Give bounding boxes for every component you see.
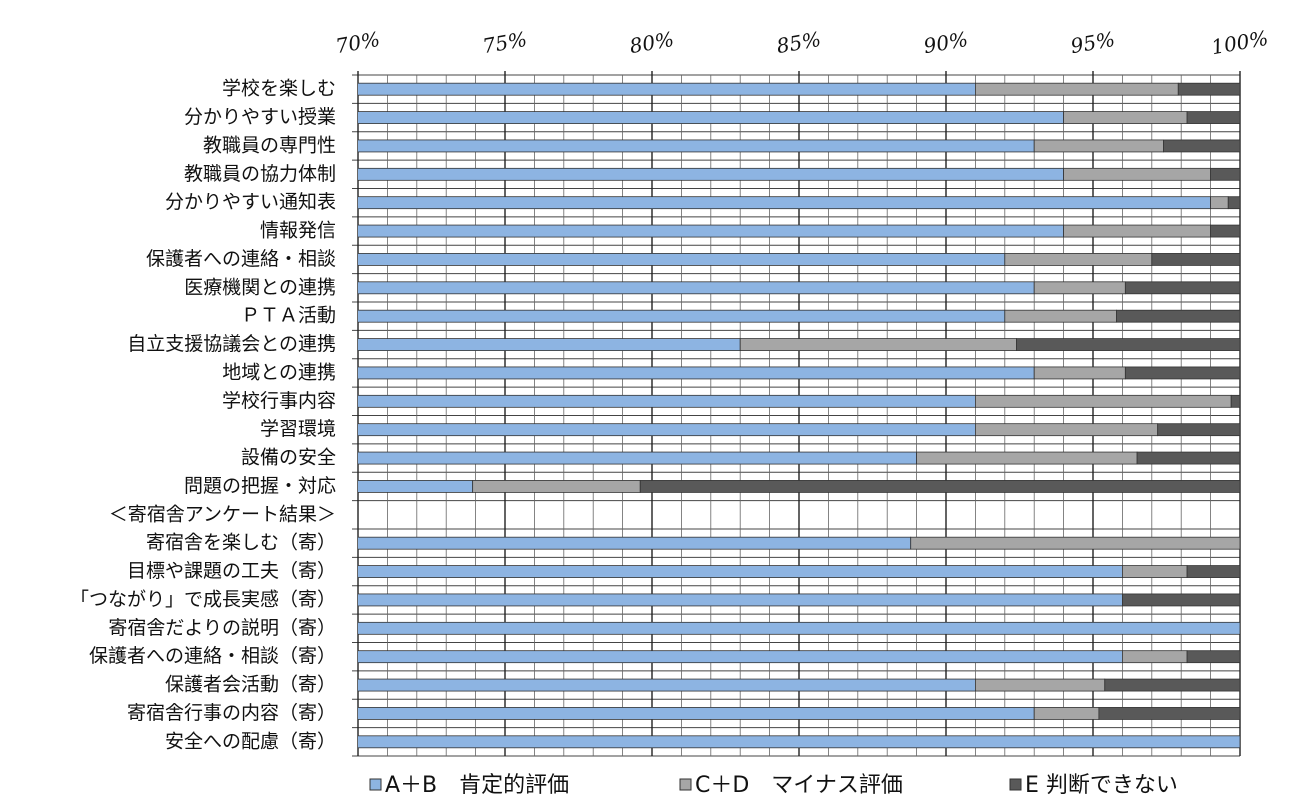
bar-segment (1104, 678, 1240, 692)
category-label: 「つながり」で成長実感（寄） (70, 588, 336, 610)
bar-segment (1230, 394, 1240, 408)
bar-segment (975, 82, 1179, 96)
bar-segment (1122, 593, 1240, 607)
bar-segment (358, 423, 976, 437)
x-tick-label: 100% (1209, 26, 1269, 60)
bar-segment (1122, 650, 1188, 664)
legend-label: E 判断できない (1025, 773, 1178, 798)
bar-segment (975, 394, 1232, 408)
category-label: 学校を楽しむ (222, 78, 336, 100)
x-tick-label: 75% (481, 27, 529, 58)
bar-segment (1186, 565, 1240, 578)
bar-segment (910, 536, 1240, 550)
bar-segment (1210, 167, 1240, 181)
category-label: 情報発信 (260, 220, 336, 242)
category-label: 寄宿舎を楽しむ（寄） (146, 532, 336, 554)
bar-segment (1063, 224, 1211, 238)
category-label: 学校行事内容 (222, 390, 336, 412)
legend-label: A＋B 肯定的評価 (385, 773, 569, 798)
legend-swatch (369, 778, 382, 791)
x-tick-label: 80% (628, 27, 676, 58)
bar-segment (358, 451, 918, 465)
bar-segment (975, 678, 1106, 692)
category-label: 寄宿舎行事の内容（寄） (127, 702, 336, 724)
bar-segment (975, 423, 1159, 437)
category-label: 目標や課題の工夫（寄） (127, 560, 336, 582)
bar-segment (358, 139, 1035, 153)
bar-segment (358, 338, 741, 351)
category-label: ＰＴＡ活動 (241, 305, 336, 327)
legend-swatch (1009, 778, 1022, 791)
bar-segment (1227, 196, 1240, 210)
bar-segment (1033, 139, 1164, 153)
bar-segment (358, 366, 1035, 380)
category-label: 保護者への連絡・相談 (146, 248, 336, 270)
category-label: 分かりやすい授業 (184, 106, 336, 128)
category-label: 教職員の専門性 (203, 134, 336, 156)
category-label: 設備の安全 (241, 447, 336, 469)
bar-segment (1033, 366, 1126, 380)
bar-segment (1004, 309, 1117, 323)
bar-segment (739, 338, 1017, 351)
bar-segment (358, 678, 976, 692)
bar-segment (358, 735, 1240, 749)
bar-segment (358, 536, 912, 550)
bar-segment (1016, 338, 1240, 351)
bar-segment (472, 480, 641, 493)
bar-segment (358, 281, 1035, 295)
bar-segment (1151, 253, 1240, 266)
bar-segment (1186, 650, 1240, 664)
bar-segment (639, 480, 1240, 493)
bar-segment (1136, 451, 1240, 465)
bar-segment (1157, 423, 1240, 437)
category-label: 分かりやすい通知表 (165, 191, 336, 213)
category-label: 保護者への連絡・相談（寄） (89, 645, 336, 667)
bar-segment (1033, 281, 1126, 295)
bar-segment (1116, 309, 1240, 323)
bar-segment (1063, 167, 1211, 181)
bar-segment (358, 621, 1240, 635)
bar-segment (358, 111, 1065, 124)
category-label: 安全への配慮（寄） (165, 730, 336, 752)
x-tick-label: 90% (922, 27, 970, 58)
category-label: ＜寄宿舎アンケート結果＞ (109, 503, 336, 525)
category-label: 問題の把握・対応 (184, 475, 336, 497)
category-label: 医療機関との連携 (184, 276, 336, 298)
category-label: 自立支援協議会との連携 (127, 333, 336, 355)
legend-swatch (679, 778, 692, 791)
bar-segment (358, 82, 976, 96)
bar-segment (358, 167, 1065, 181)
bar-segment (358, 309, 1006, 323)
bar-segment (358, 224, 1065, 238)
bar-segment (1210, 224, 1240, 238)
bar-segment (1063, 111, 1188, 124)
bar-segment (1033, 707, 1100, 720)
category-label: 寄宿舎だよりの説明（寄） (108, 617, 336, 639)
x-tick-label: 70% (334, 27, 382, 58)
x-tick-label: 95% (1069, 27, 1117, 58)
bar-segment (1163, 139, 1240, 153)
bar-segment (1177, 82, 1240, 96)
category-label: 保護者会活動（寄） (165, 674, 336, 696)
category-label: 学習環境 (260, 418, 336, 440)
bar-segment (1124, 366, 1240, 380)
legend-label: C＋D マイナス評価 (695, 773, 903, 798)
x-tick-label: 85% (775, 27, 823, 58)
category-label: 地域との連携 (222, 361, 336, 383)
bar-segment (1098, 707, 1240, 720)
bar-segment (1186, 111, 1240, 124)
bar-segment (1122, 565, 1188, 578)
bar-segment (1124, 281, 1240, 295)
bar-segment (358, 394, 976, 408)
bar-segment (916, 451, 1138, 465)
category-label: 教職員の協力体制 (184, 163, 336, 185)
bar-segment (1004, 253, 1153, 266)
bar-segment (1210, 196, 1229, 210)
